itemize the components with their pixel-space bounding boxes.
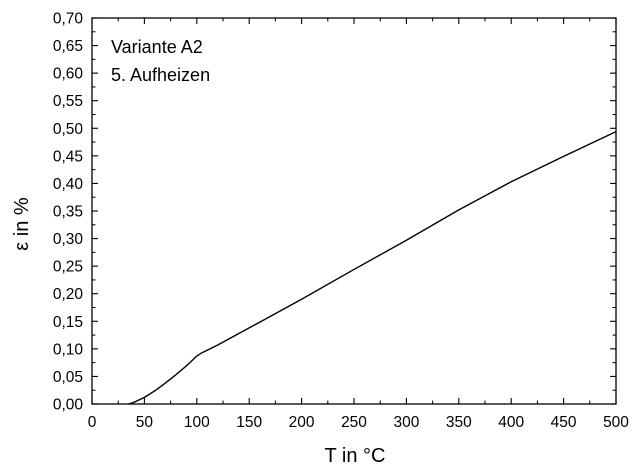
y-tick-label: 0,00 <box>53 397 84 414</box>
y-axis-title: ε in % <box>11 197 33 251</box>
y-tick-label: 0,65 <box>53 38 83 55</box>
y-tick-label: 0,45 <box>53 148 83 165</box>
y-tick-label: 0,55 <box>53 93 83 110</box>
plot-frame <box>91 17 617 405</box>
x-tick-label: 300 <box>393 414 419 431</box>
annotation-variant: Variante A2 <box>111 37 203 57</box>
x-tick-label: 250 <box>341 414 367 431</box>
y-tick-label: 0,30 <box>53 231 84 248</box>
series-line-0 <box>128 130 617 405</box>
y-tick-label: 0,50 <box>53 121 84 138</box>
x-tick-label: 200 <box>289 414 315 431</box>
y-tick-label: 0,35 <box>53 204 83 221</box>
x-tick-label: 400 <box>498 414 524 431</box>
y-tick-label: 0,05 <box>53 369 83 386</box>
y-tick-label: 0,10 <box>53 341 84 358</box>
x-tick-label: 350 <box>446 414 472 431</box>
series-layer <box>128 130 617 405</box>
y-tick-label: 0,25 <box>53 259 83 276</box>
x-tick-label: 500 <box>603 414 629 431</box>
y-tick-label: 0,70 <box>53 11 84 28</box>
x-axis-title: T in °C <box>325 445 386 467</box>
y-tick-label: 0,20 <box>53 286 84 303</box>
x-tick-label: 450 <box>551 414 577 431</box>
x-tick-label: 0 <box>88 414 97 431</box>
x-tick-label: 150 <box>236 414 262 431</box>
y-tick-label: 0,15 <box>53 314 83 331</box>
x-tick-label: 50 <box>136 414 154 431</box>
y-tick-label: 0,40 <box>53 176 84 193</box>
annotation-run: 5. Aufheizen <box>111 65 210 85</box>
y-tick-label: 0,60 <box>53 66 84 83</box>
x-tick-label: 100 <box>184 414 210 431</box>
labels-layer: 0 50 100 150 200 250 300 350 400 450 500 0,00 0,05 0,… <box>53 11 629 432</box>
ticks-layer <box>91 17 617 405</box>
